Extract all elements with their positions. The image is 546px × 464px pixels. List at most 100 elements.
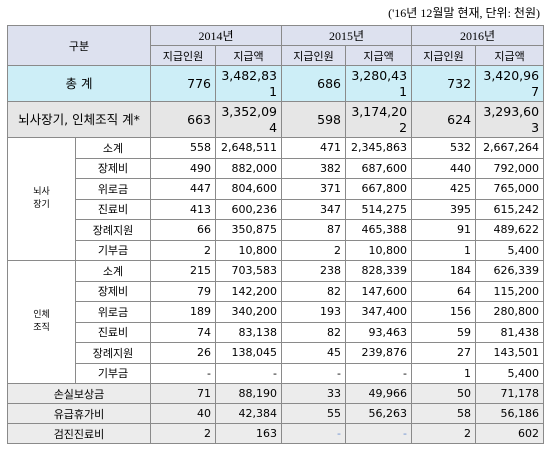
value-cell: 2: [281, 239, 347, 261]
value-cell: 514,275: [345, 198, 413, 220]
value-cell: -: [281, 362, 347, 384]
value-cell: 2,667,264: [475, 137, 545, 159]
row-label: 기부금: [75, 362, 151, 384]
value-cell: 49,966: [345, 383, 413, 404]
value-cell: 347,400: [345, 301, 413, 323]
value-cell: 447: [150, 178, 216, 200]
header-row: 구분 2014년 2015년 2016년: [7, 25, 545, 66]
value-cell: 395: [411, 198, 477, 220]
row-label: 검진진료비: [7, 423, 151, 444]
value-cell: 93,463: [345, 321, 413, 343]
detail-row: 기부금 - - - -1 5,400: [8, 362, 545, 384]
detail-row: 위로금 447 804,600 371 667,800 425 765,000: [8, 178, 545, 200]
detail-row: 기부금 2 10,800 2 10,800 1 5,400: [8, 239, 545, 261]
value-cell: 804,600: [214, 178, 283, 200]
value-cell: 215: [150, 260, 216, 282]
detail-row: 장제비 79 142,200 82 147,600 64 115,200: [8, 280, 545, 302]
value-cell: 3,420,967: [475, 65, 545, 102]
value-cell: 66: [150, 219, 216, 241]
value-cell: 440: [411, 157, 477, 179]
value-cell: 184: [411, 260, 477, 282]
value-cell: 56,186: [475, 403, 545, 424]
value-cell: 74: [150, 321, 216, 343]
value-cell: -: [345, 423, 413, 444]
value-cell: 50: [411, 383, 477, 404]
value-cell: 765,000: [475, 178, 545, 200]
value-cell: 189: [150, 301, 216, 323]
value-cell: 2,648,511: [214, 137, 283, 159]
value-cell: 828,339: [345, 260, 413, 282]
detail-row: 인체 조직 소계 215 703,583 238 828,339 184 626,339: [7, 260, 545, 384]
value-cell: 350,875: [214, 219, 283, 241]
value-cell: 371: [281, 178, 347, 200]
value-cell: 193: [281, 301, 347, 323]
value-cell: 776: [150, 65, 216, 102]
table-body: 구분 2014년 2015년 2016년 지급인원 지급액 지급인원 지급액 지급인원 지급액 총 …: [7, 25, 545, 444]
value-cell: 82: [281, 280, 347, 302]
row-label: 유급휴가비: [7, 403, 151, 424]
summary-row: 뇌사장기, 인체조직 계* 663 3,352,094 598 3,174,202 624…: [7, 101, 545, 138]
value-cell: 425: [411, 178, 477, 200]
value-cell: 239,876: [345, 342, 413, 364]
bottom-row: 손실보상금 71 88,190 33 49,966 50 71,178: [7, 383, 545, 404]
value-cell: 5,400: [475, 362, 545, 384]
value-cell: 138,045: [214, 342, 283, 364]
value-cell: 3,293,603: [475, 101, 545, 138]
value-cell: 87: [281, 219, 347, 241]
value-cell: 163: [214, 423, 283, 444]
value-cell: 71,178: [475, 383, 545, 404]
value-cell: 71: [150, 383, 216, 404]
value-cell: 56,263: [345, 403, 413, 424]
unit-note: ('16년 12월말 현재, 단위: 천원): [388, 6, 540, 20]
value-cell: 532: [411, 137, 477, 159]
value-cell: 280,800: [475, 301, 545, 323]
detail-row: 뇌사 장기 소계 558 2,648,511 471 2,345,863 532 2,667,2…: [7, 137, 545, 261]
value-cell: 882,000: [214, 157, 283, 179]
value-cell: -: [281, 423, 347, 444]
value-cell: 26: [150, 342, 216, 364]
detail-row: 진료비 74 83,138 82 93,463 59 81,438: [8, 321, 545, 343]
value-cell: 3,482,831: [214, 65, 283, 102]
value-cell: 64: [411, 280, 477, 302]
value-cell: 490: [150, 157, 216, 179]
row-label: 기부금: [75, 239, 151, 261]
value-cell: 732: [411, 65, 477, 102]
row-label: 손실보상금: [7, 383, 151, 404]
value-cell: 465,388: [345, 219, 413, 241]
group-label-line: 조직: [33, 323, 50, 333]
group-label-line: 장기: [33, 200, 50, 210]
value-cell: 600,236: [214, 198, 283, 220]
row-label: 진료비: [75, 198, 151, 220]
group-label-line: 뇌사: [33, 187, 50, 197]
value-cell: 558: [150, 137, 216, 159]
value-cell: 792,000: [475, 157, 545, 179]
row-label: 장례지원: [75, 219, 151, 241]
value-cell: 10,800: [345, 239, 413, 261]
detail-row: 장례지원 66 350,875 87 465,388 91 489,622: [8, 219, 545, 241]
value-cell: 79: [150, 280, 216, 302]
value-cell: 489,622: [475, 219, 545, 241]
value-cell: 238: [281, 260, 347, 282]
value-cell: 667,800: [345, 178, 413, 200]
group-label-line: 인체: [33, 310, 50, 320]
bottom-row: 검진진료비 2 163- -2 602: [7, 423, 545, 444]
value-cell: 626,339: [475, 260, 545, 282]
value-cell: 3,174,202: [345, 101, 413, 138]
value-cell: 615,242: [475, 198, 545, 220]
row-label: 총 계: [7, 65, 151, 102]
value-cell: 3,352,094: [214, 101, 283, 138]
value-cell: 347: [281, 198, 347, 220]
value-cell: 3,280,431: [345, 65, 413, 102]
value-cell: 115,200: [475, 280, 545, 302]
value-cell: 156: [411, 301, 477, 323]
column-header: 지급인원: [411, 45, 477, 66]
row-label: 장례지원: [75, 342, 151, 364]
bottom-row: 유급휴가비 40 42,384 55 56,263 58 56,186: [7, 403, 545, 424]
header-row: 지급인원 지급액 지급인원 지급액 지급인원 지급액: [8, 45, 545, 66]
value-cell: 340,200: [214, 301, 283, 323]
value-cell: 663: [150, 101, 216, 138]
value-cell: 2: [150, 423, 216, 444]
value-cell: -: [214, 362, 283, 384]
